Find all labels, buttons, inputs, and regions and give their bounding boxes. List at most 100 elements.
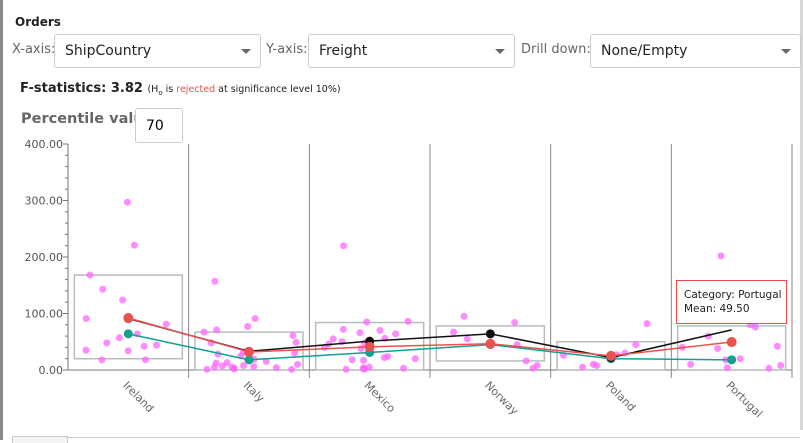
- chevron-down-icon: [495, 49, 505, 54]
- x-tick-label: Portugal: [724, 379, 765, 420]
- scrollbar[interactable]: [800, 0, 803, 430]
- rejected-text: rejected: [176, 84, 216, 95]
- data-point: [751, 323, 759, 331]
- data-point: [98, 356, 106, 364]
- window-border: [0, 0, 3, 440]
- data-point: [392, 330, 400, 338]
- data-point: [152, 341, 160, 349]
- x-tick-label: Poland: [603, 379, 638, 414]
- data-point: [529, 364, 537, 372]
- percentile-label: Percentile value:: [21, 111, 160, 127]
- data-point: [356, 329, 364, 337]
- median-marker: [727, 355, 737, 365]
- data-point: [292, 338, 300, 346]
- percentile-box: [556, 341, 666, 371]
- tab-divider: [66, 437, 800, 438]
- data-point: [130, 241, 138, 249]
- data-point: [99, 285, 107, 293]
- panel-title: Orders: [15, 15, 61, 29]
- data-point: [463, 335, 471, 343]
- data-point: [717, 252, 725, 260]
- data-point: [777, 361, 785, 369]
- data-point: [203, 365, 211, 373]
- drill-down-value: None/Empty: [601, 43, 688, 59]
- data-point: [262, 358, 270, 366]
- mean-marker: [606, 350, 616, 361]
- y-tick-label: 200.00: [25, 251, 64, 264]
- y-axis-value: Freight: [319, 43, 368, 59]
- mean-marker: [485, 338, 496, 349]
- drill-down-label: Drill down:: [521, 42, 591, 57]
- f-stat-note: (Ho is rejected at significance level 10…: [147, 84, 341, 97]
- data-point: [579, 363, 587, 371]
- median-marker: [123, 329, 133, 339]
- drill-down-select[interactable]: None/Empty: [590, 34, 801, 68]
- data-point: [340, 242, 348, 250]
- data-point: [119, 296, 127, 304]
- y-tick-label: 400.00: [25, 138, 64, 151]
- data-point: [272, 364, 280, 372]
- data-point: [162, 320, 170, 328]
- data-point: [404, 317, 412, 325]
- x-tick-label: Italy: [241, 379, 267, 405]
- percentile-box: [435, 325, 546, 362]
- data-point: [342, 365, 350, 373]
- data-point: [250, 363, 258, 371]
- data-point: [200, 328, 208, 336]
- median-line: [128, 333, 732, 361]
- x-axis-value: ShipCountry: [65, 43, 152, 59]
- f-stat-value: 3.82: [110, 81, 143, 96]
- y-axis-select[interactable]: Freight: [308, 34, 515, 68]
- data-point: [82, 315, 90, 323]
- mean-marker: [726, 337, 737, 348]
- data-point: [643, 320, 651, 328]
- data-point: [357, 345, 365, 353]
- y-tick-label: 300.00: [25, 195, 64, 208]
- data-point: [450, 328, 458, 336]
- data-point: [348, 356, 356, 364]
- data-point: [329, 335, 337, 343]
- data-point: [511, 319, 519, 327]
- f-statistics: F-statistics: 3.82 (Ho is rejected at si…: [20, 81, 341, 97]
- percentile-input[interactable]: [135, 108, 183, 143]
- percentile-marker: [485, 329, 495, 339]
- data-point: [244, 322, 252, 330]
- mean-marker: [364, 341, 375, 352]
- data-point: [522, 357, 530, 365]
- x-axis-select[interactable]: ShipCountry: [54, 34, 261, 68]
- data-point: [142, 356, 150, 364]
- data-point: [289, 332, 297, 340]
- x-tick-label: Ireland: [120, 379, 156, 415]
- data-point: [593, 361, 601, 369]
- data-point: [288, 365, 296, 373]
- y-tick-label: 0.00: [39, 364, 64, 377]
- percentile-box: [194, 331, 304, 371]
- data-point: [103, 339, 111, 347]
- data-point: [380, 354, 388, 362]
- data-point: [359, 356, 367, 364]
- chevron-down-icon: [241, 49, 251, 54]
- data-point: [714, 345, 722, 353]
- x-axis-label: X-axis:: [12, 42, 56, 57]
- data-point: [687, 360, 695, 368]
- data-point: [291, 349, 299, 357]
- data-point: [363, 318, 371, 326]
- data-point: [211, 277, 219, 285]
- chart-tooltip: Category: Portugal Mean: 49.50: [676, 280, 787, 324]
- y-tick-label: 100.00: [25, 308, 64, 321]
- data-point: [240, 361, 248, 369]
- f-stat-label: F-statistics:: [20, 81, 107, 96]
- data-point: [123, 198, 131, 206]
- mean-marker: [123, 313, 134, 324]
- data-point: [773, 342, 781, 350]
- data-point: [213, 326, 221, 334]
- data-point: [765, 364, 773, 372]
- y-axis-label: Y-axis:: [266, 42, 308, 57]
- median-marker: [244, 355, 254, 365]
- percentile-box: [73, 274, 184, 360]
- data-point: [124, 347, 132, 355]
- data-point: [632, 341, 640, 349]
- data-point: [210, 363, 218, 371]
- mean-line: [128, 317, 732, 357]
